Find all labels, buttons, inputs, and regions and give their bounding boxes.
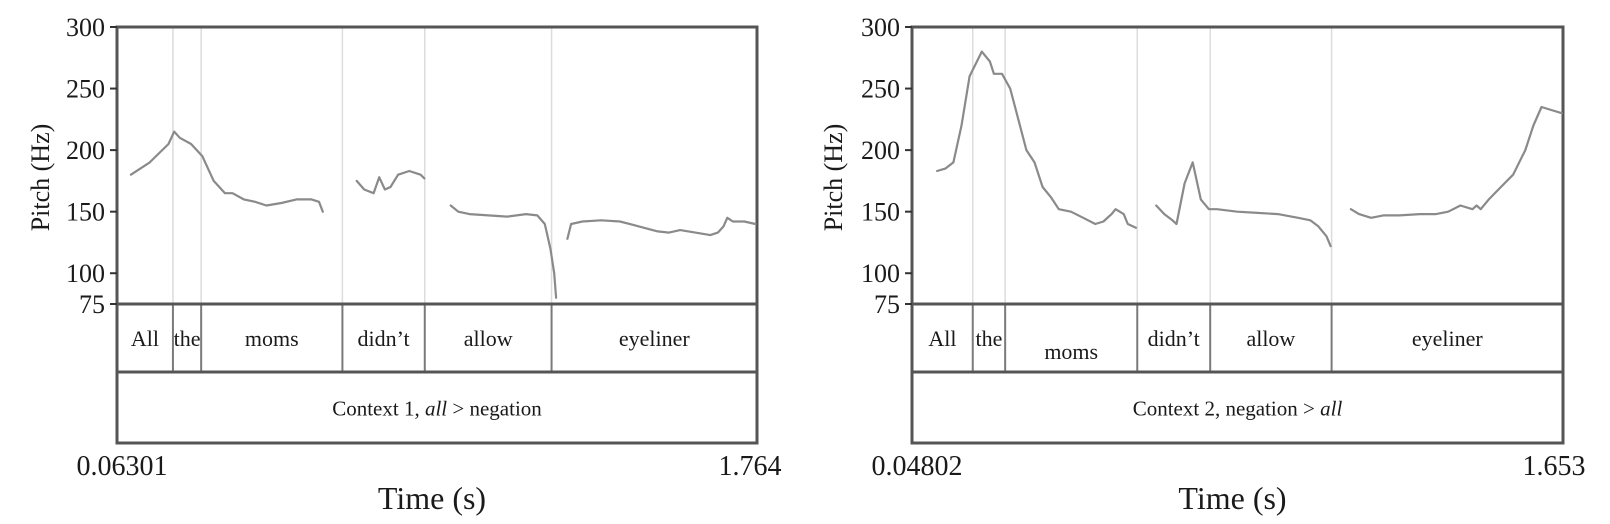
panel2-word-label: moms: [1044, 339, 1098, 364]
panel1-y-tick-label: 200: [66, 136, 105, 165]
panel2-context-italic: all: [1320, 397, 1342, 421]
panel1-pitch-contour: [355, 169, 426, 195]
panel1-y-tick-label: 150: [66, 198, 105, 227]
panel1-word-label: eyeliner: [619, 326, 691, 351]
panel2-y-tick-label: 75: [874, 290, 900, 319]
panel2-x-axis-label: Time (s): [1178, 480, 1286, 516]
panel2-y-tick-label: 150: [861, 198, 900, 227]
panel1-word-label: moms: [245, 326, 299, 351]
panel1-context-italic: all: [425, 397, 447, 421]
panel1-x-end-label: 1.764: [719, 451, 782, 482]
panel1-context-label: Context 1, all > negation: [332, 397, 542, 421]
panel2-context-prefix: Context 2, negation >: [1133, 397, 1320, 421]
panel1-word-label: didn’t: [358, 326, 410, 351]
panel2-word-label: the: [976, 326, 1003, 351]
panel1-pitch-contour: [129, 130, 324, 213]
panel2-y-tick-label: 300: [861, 13, 900, 42]
panel2-y-axis-label: Pitch (Hz): [819, 124, 848, 232]
panel1-y-tick-label: 75: [79, 290, 105, 319]
panel2-context-label: Context 2, negation > all: [1133, 397, 1343, 421]
panel2-y-tick-label: 250: [861, 75, 900, 104]
panel1-context-suffix: > negation: [447, 397, 542, 421]
panel2-pitch-contour: [1349, 105, 1563, 219]
panel1-word-label: All: [131, 326, 159, 351]
panel1-context-prefix: Context 1,: [332, 397, 425, 421]
panel1-word-label: the: [174, 326, 201, 351]
panel1-y-tick-label: 100: [66, 259, 105, 288]
panel2-pitch-contour: [936, 50, 1137, 229]
panel2-word-label: allow: [1246, 326, 1295, 351]
panel1-pitch-contour: [449, 204, 558, 299]
panel1-pitch-contour: [566, 216, 757, 240]
panel2-x-end-label: 1.653: [1523, 451, 1586, 482]
panel1-y-tick-label: 300: [66, 13, 105, 42]
panel2-pitch-contour: [1155, 161, 1332, 248]
panel1-word-label: allow: [464, 326, 513, 351]
panel2-x-start-label: 0.04802: [872, 451, 963, 482]
panel2-y-tick-label: 200: [861, 136, 900, 165]
panel1-y-tick-label: 250: [66, 75, 105, 104]
panel1-x-axis-label: Time (s): [378, 480, 486, 516]
panel2-y-tick-label: 100: [861, 259, 900, 288]
panel1-x-start-label: 0.06301: [77, 451, 168, 482]
panel2-word-label: eyeliner: [1412, 326, 1484, 351]
panel2-word-label: didn’t: [1148, 326, 1200, 351]
panel1-plot-frame: [115, 25, 759, 445]
panel1-y-axis-label: Pitch (Hz): [26, 124, 55, 232]
panel2-plot-frame: [910, 25, 1565, 445]
panel2-word-label: All: [928, 326, 956, 351]
